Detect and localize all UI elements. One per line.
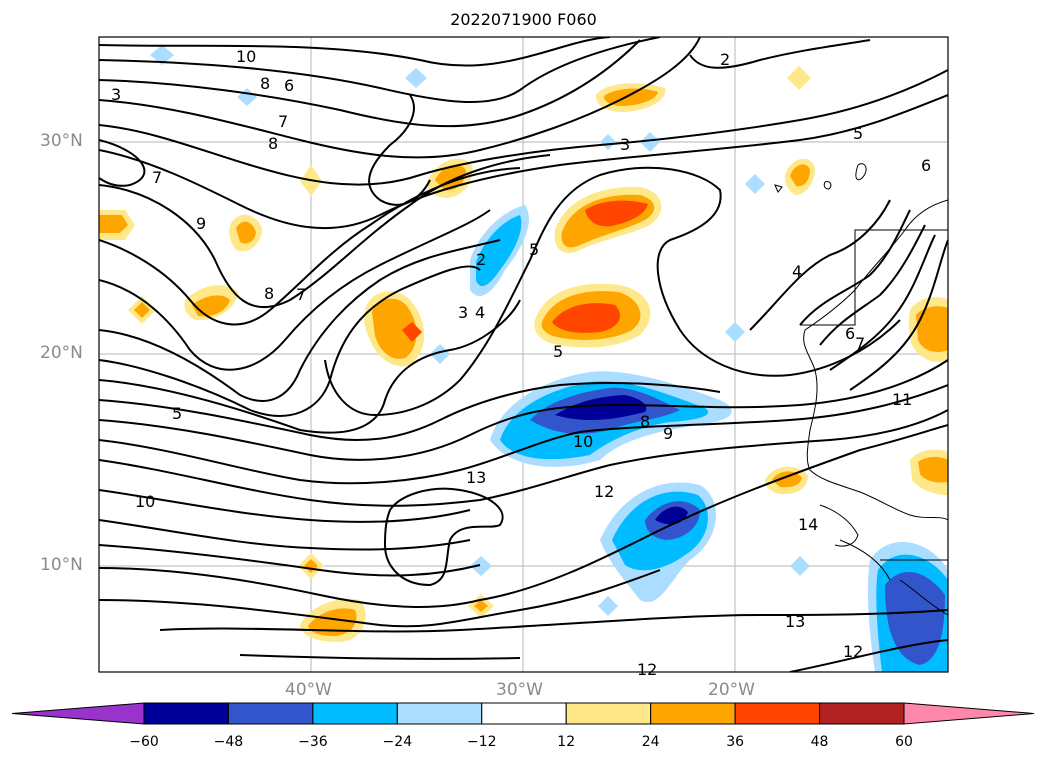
contour-label: 2	[720, 50, 731, 69]
colorbar-segment	[312, 702, 398, 725]
isotach-contours	[99, 37, 948, 672]
colorbar-tick-label: −36	[298, 734, 328, 750]
map-plot-area	[99, 37, 948, 672]
contour-label: 8	[264, 284, 275, 303]
contour-label: 12	[594, 482, 615, 501]
contour-label: 5	[553, 342, 564, 361]
contour-label: 12	[843, 642, 864, 661]
contour-label: 14	[798, 515, 819, 534]
colorbar-segment	[481, 702, 567, 725]
contour-label: 7	[152, 168, 163, 187]
colorbar	[11, 702, 1035, 725]
contour-label: 2	[476, 250, 487, 269]
contour-label: 5	[853, 124, 864, 143]
colorbar-tick-label: 36	[726, 734, 745, 750]
map-title: 2022071900 F060	[450, 10, 597, 29]
contour-label: 8	[268, 134, 279, 153]
contour-label: 4	[792, 262, 803, 281]
colorbar-segment	[819, 702, 905, 725]
contour-label: 7	[278, 112, 289, 131]
colorbar-tick-label: 24	[641, 734, 660, 750]
colorbar-segment	[734, 702, 821, 725]
colorbar-tick-label: −24	[382, 734, 413, 750]
contour-label: 9	[196, 214, 207, 233]
lon-label-40w: 40°W	[285, 680, 332, 700]
contour-label: 4	[475, 303, 486, 322]
lat-label-30n: 30°N	[40, 131, 83, 151]
plot-frame	[98, 36, 949, 673]
contour-label: 5	[172, 404, 183, 423]
colorbar-segment	[565, 702, 652, 725]
colorbar-extend-high	[903, 702, 1035, 725]
contour-label: 13	[466, 468, 487, 487]
contour-label: 6	[921, 156, 932, 175]
coastlines	[774, 163, 948, 616]
contour-label: 12	[637, 660, 658, 679]
colorbar-tick-label: 12	[557, 734, 576, 750]
contour-label: 3	[458, 303, 469, 322]
contour-label: 8	[640, 412, 651, 431]
contour-label: 13	[785, 612, 806, 631]
contour-label: 6	[284, 76, 295, 95]
contour-label: 10	[573, 432, 594, 451]
contour-label: 11	[892, 390, 913, 409]
colorbar-segment	[650, 702, 736, 725]
contour-label: 7	[855, 334, 866, 353]
colorbar-segment	[227, 702, 314, 725]
colorbar-tick-label: 60	[895, 734, 913, 750]
contour-label: 9	[663, 424, 674, 443]
colorbar-tick-label: −48	[213, 734, 244, 750]
lat-label-20n: 20°N	[40, 343, 83, 363]
contour-label: 7	[296, 285, 307, 304]
colorbar-segment	[143, 702, 229, 725]
contour-label: 5	[529, 240, 540, 259]
positive-anomaly-fills	[99, 66, 948, 642]
lon-label-30w: 30°W	[496, 680, 543, 700]
contour-label: 6	[845, 324, 856, 343]
contour-label: 8	[260, 74, 271, 93]
colorbar-segment	[396, 702, 483, 725]
colorbar-tick-label: −60	[129, 734, 159, 750]
contour-label: 10	[236, 47, 257, 66]
colorbar-tick-label: −12	[466, 734, 497, 750]
lat-label-10n: 10°N	[40, 555, 83, 575]
contour-label: 10	[135, 492, 156, 511]
colorbar-tick-label: 48	[810, 734, 829, 750]
colorbar-extend-low	[11, 702, 145, 725]
lon-label-20w: 20°W	[708, 680, 755, 700]
contour-label: 3	[111, 85, 122, 104]
contour-label: 3	[620, 135, 631, 154]
